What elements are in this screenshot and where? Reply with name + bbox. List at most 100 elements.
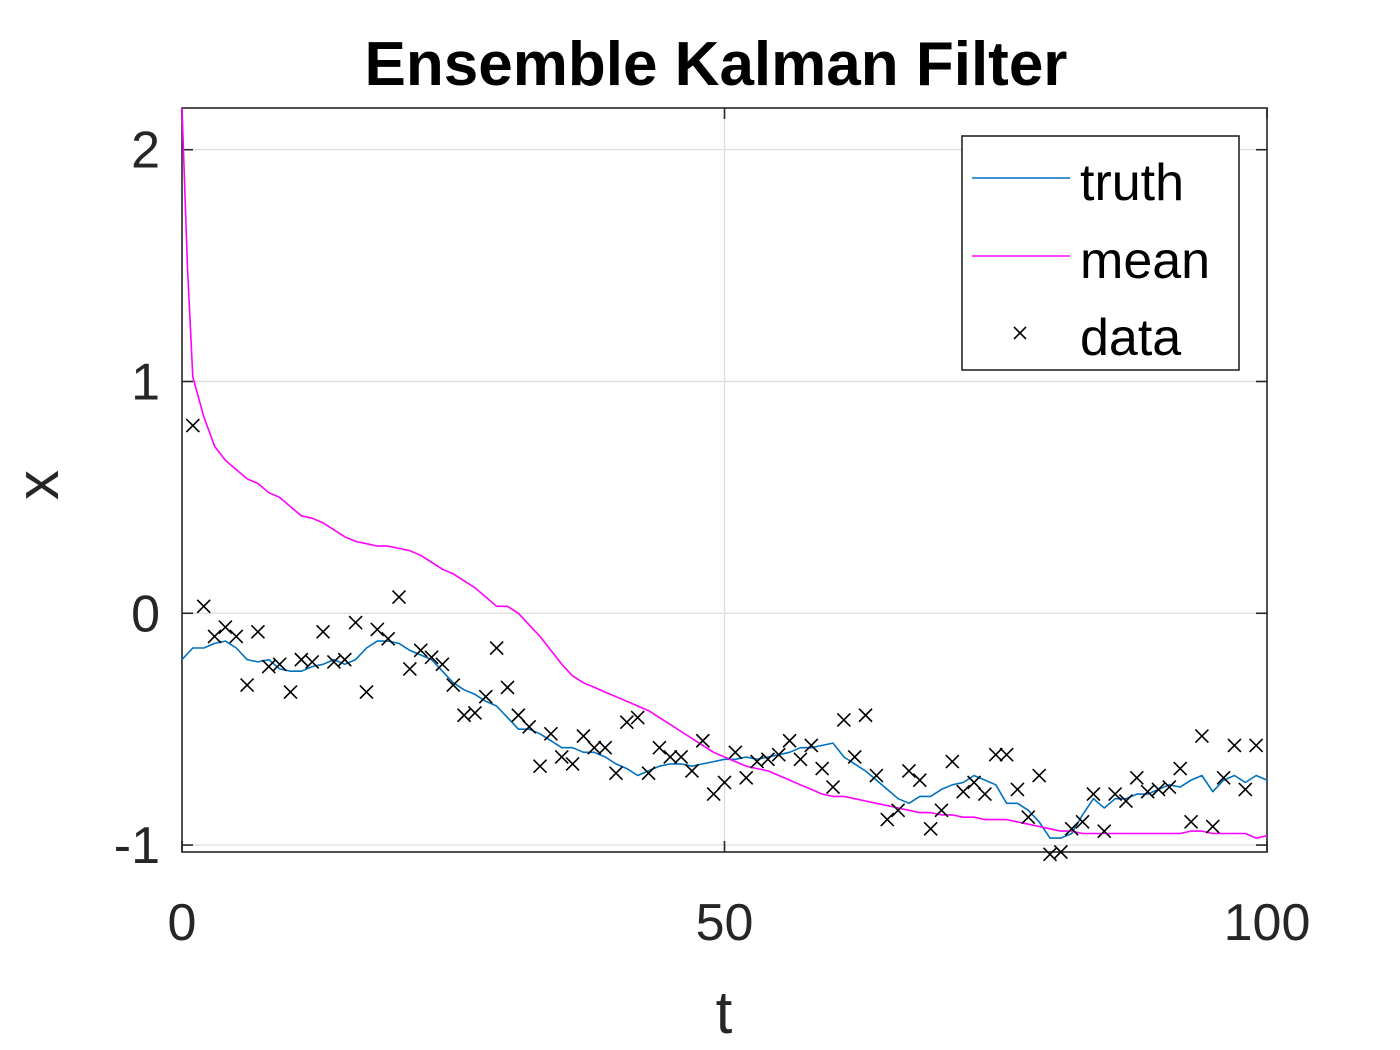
data-point [663, 749, 678, 765]
data-point [934, 803, 949, 818]
chart-title: Ensemble Kalman Filter [365, 30, 1068, 99]
data-point [413, 643, 428, 658]
data-point [1097, 824, 1112, 839]
data-point [337, 652, 352, 667]
data-point [1194, 729, 1209, 744]
data-point [565, 756, 580, 771]
data-point [196, 599, 211, 614]
data-point [543, 726, 558, 741]
data-point [381, 631, 396, 646]
legend-label-mean: mean [1080, 232, 1210, 290]
legend-label-data: data [1080, 309, 1181, 367]
x-axis-label: t [716, 979, 733, 1046]
data-point [630, 710, 645, 725]
data-point [728, 745, 743, 760]
x-tick-labels: 0 50 100 [168, 894, 1311, 952]
data-point [1205, 819, 1220, 834]
data-point [608, 766, 624, 781]
y-tick-labels: -1 0 1 2 [114, 122, 160, 875]
grid [182, 108, 1267, 852]
data-point [489, 640, 504, 656]
data-point [771, 747, 786, 762]
data-point [836, 712, 851, 727]
data-point [999, 747, 1014, 762]
series-points-data [185, 418, 1264, 862]
data-point [966, 775, 982, 790]
data-point [739, 770, 754, 785]
data-point [250, 624, 266, 639]
data-point [847, 749, 862, 765]
data-point [1032, 768, 1047, 783]
data-point [1086, 786, 1101, 802]
series [181, 107, 1268, 862]
data-point [1151, 782, 1166, 797]
y-tick-label: 2 [131, 122, 160, 180]
data-point [218, 620, 233, 635]
y-tick-label: 1 [131, 353, 160, 411]
data-point [348, 615, 363, 630]
data-point [402, 661, 417, 676]
data-point [532, 759, 548, 774]
x-tick-label: 0 [168, 894, 197, 952]
data-point [1021, 810, 1036, 825]
data-point [1238, 782, 1253, 797]
data-point [1216, 770, 1231, 785]
data-point [315, 624, 331, 639]
data-point [880, 812, 895, 827]
data-point [272, 657, 287, 672]
data-point [1183, 814, 1199, 829]
data-point [185, 418, 200, 433]
data-point [695, 733, 710, 748]
data-point [869, 768, 884, 783]
data-point [478, 689, 493, 704]
data-point [500, 680, 515, 695]
data-point [1129, 770, 1144, 785]
data-point [359, 685, 374, 700]
data-point [674, 749, 689, 765]
data-point [858, 708, 873, 723]
axis-ticks [181, 108, 1268, 852]
data-point [717, 775, 732, 790]
y-tick-label: 0 [131, 585, 160, 643]
data-point [1227, 738, 1242, 753]
data-point [1118, 793, 1134, 809]
data-point [912, 773, 927, 788]
data-point [749, 754, 765, 769]
data-point [587, 740, 602, 755]
data-point [1140, 784, 1155, 799]
data-point [576, 729, 591, 744]
data-point [923, 821, 938, 836]
data-point [283, 685, 298, 700]
data-point [424, 650, 439, 665]
x-tick-label: 50 [696, 894, 754, 952]
data-point [522, 719, 537, 734]
data-point [207, 629, 222, 644]
data-point [1249, 738, 1264, 753]
data-point [457, 708, 472, 723]
data-point [370, 622, 385, 637]
data-point [446, 678, 461, 693]
legend-label-truth: truth [1080, 154, 1184, 212]
data-point [391, 589, 407, 605]
data-point [1173, 761, 1188, 776]
data-point [891, 803, 906, 818]
data-point [511, 708, 526, 723]
data-point [1010, 782, 1025, 797]
data-point [706, 786, 721, 802]
data-point [652, 740, 667, 755]
y-axis-label: x [4, 470, 71, 500]
data-point [988, 747, 1003, 762]
data-point [467, 705, 483, 721]
data-point [901, 763, 917, 778]
data-point [760, 752, 775, 767]
series-line-truth [181, 640, 1268, 839]
data-point [1162, 780, 1177, 795]
data-point [825, 780, 841, 795]
data-point [1108, 786, 1123, 802]
data-point [977, 786, 992, 802]
series-line-mean [181, 107, 1268, 839]
data-point [956, 784, 971, 799]
data-point [684, 763, 700, 778]
